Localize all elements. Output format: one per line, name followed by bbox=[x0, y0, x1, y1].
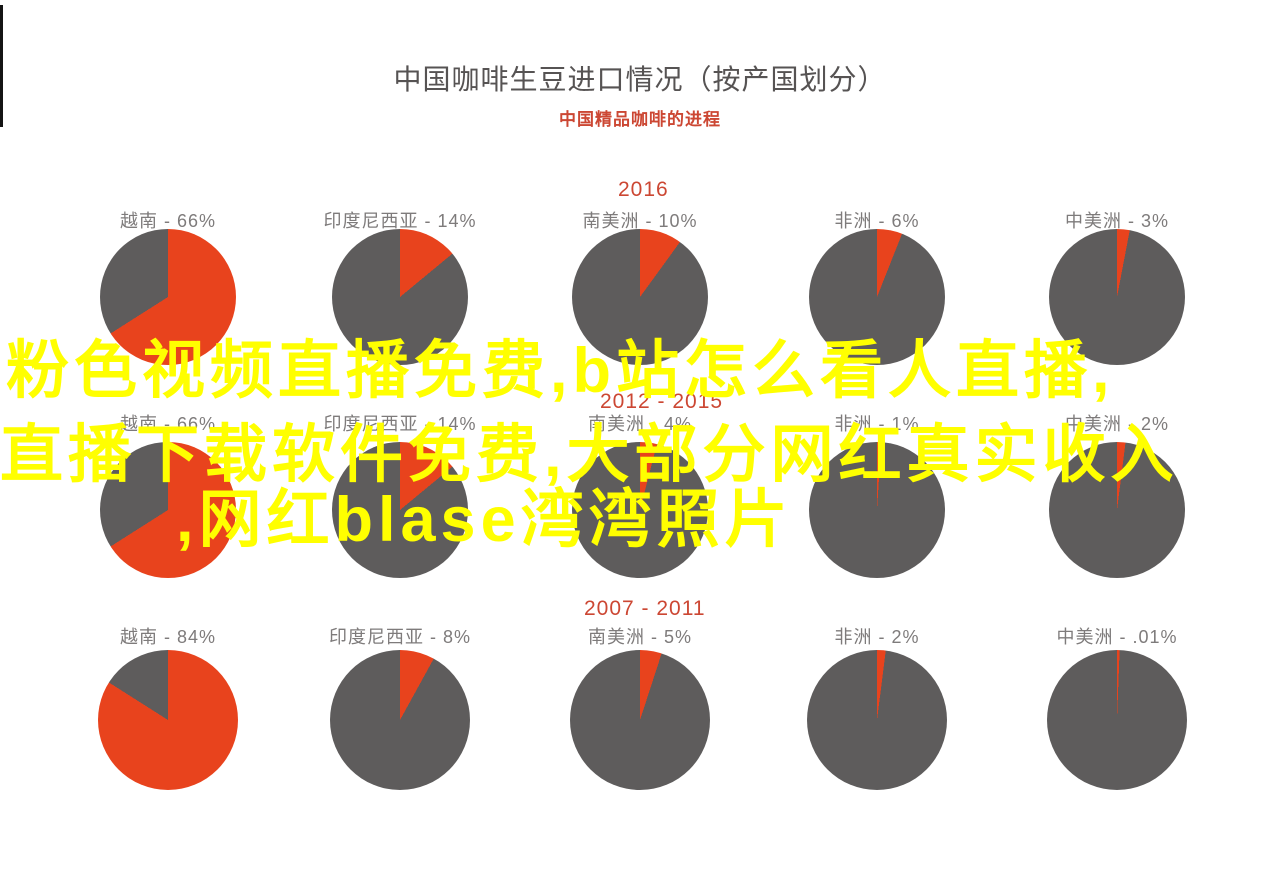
pie-label-r1c4: 非洲 - 6% bbox=[834, 211, 920, 231]
pie-chart-r3c1 bbox=[98, 650, 238, 790]
left-edge-artifact bbox=[0, 5, 3, 127]
page-title: 中国咖啡生豆进口情况（按产国划分） bbox=[393, 64, 887, 95]
overlay-line-2: 直播下载软件免费,大部分网红真实收入 bbox=[0, 420, 1179, 490]
pie-label-r1c2: 印度尼西亚 - 14% bbox=[323, 211, 477, 231]
pie-chart-r1c3 bbox=[572, 229, 708, 365]
pie-chart-r3c2 bbox=[330, 650, 470, 790]
pie-label-r3c2: 印度尼西亚 - 8% bbox=[328, 627, 471, 647]
pie-label-r1c5: 中美洲 - 3% bbox=[1064, 211, 1169, 231]
pie-label-r3c4: 非洲 - 2% bbox=[834, 627, 920, 647]
pie-label-r2c1: 越南 - 66% bbox=[119, 414, 217, 434]
pie-chart-r2c1 bbox=[100, 442, 236, 578]
pie-chart-r2c5 bbox=[1049, 442, 1185, 578]
pie-chart-r2c4 bbox=[809, 442, 945, 578]
pie-chart-r1c2 bbox=[332, 229, 468, 365]
pie-label-r3c3: 南美洲 - 5% bbox=[587, 627, 692, 647]
period-header-row2: 2012 - 2015 bbox=[600, 390, 724, 413]
pie-chart-r3c4 bbox=[807, 650, 947, 790]
pie-label-r3c1: 越南 - 84% bbox=[119, 627, 217, 647]
pie-chart-r2c2 bbox=[332, 442, 468, 578]
pie-chart-r1c5 bbox=[1049, 229, 1185, 365]
pie-label-r2c2: 印度尼西亚 - 14% bbox=[323, 414, 477, 434]
period-header-row1: 2016 bbox=[618, 178, 669, 201]
pie-label-r3c5: 中美洲 - .01% bbox=[1056, 627, 1178, 647]
pie-label-r1c1: 越南 - 66% bbox=[119, 211, 217, 231]
page-subtitle: 中国精品咖啡的进程 bbox=[559, 110, 721, 129]
pie-label-r2c4: 非洲 - 1% bbox=[834, 414, 920, 434]
pie-chart-r2c3 bbox=[572, 442, 708, 578]
pie-chart-r1c4 bbox=[809, 229, 945, 365]
pie-chart-r1c1 bbox=[100, 229, 236, 365]
pie-chart-r3c5 bbox=[1047, 650, 1187, 790]
overlay-line-1: 粉色视频直播免费,b站怎么看人直播, bbox=[6, 336, 1115, 406]
pie-label-r1c3: 南美洲 - 10% bbox=[582, 211, 698, 231]
pie-label-r2c3: 南美洲 - 4% bbox=[587, 414, 692, 434]
period-header-row3: 2007 - 2011 bbox=[584, 597, 706, 620]
overlay-line-3: ,网红blase湾湾照片 bbox=[176, 485, 793, 555]
pie-chart-r3c3 bbox=[570, 650, 710, 790]
pie-label-r2c5: 中美洲 - 2% bbox=[1064, 414, 1169, 434]
